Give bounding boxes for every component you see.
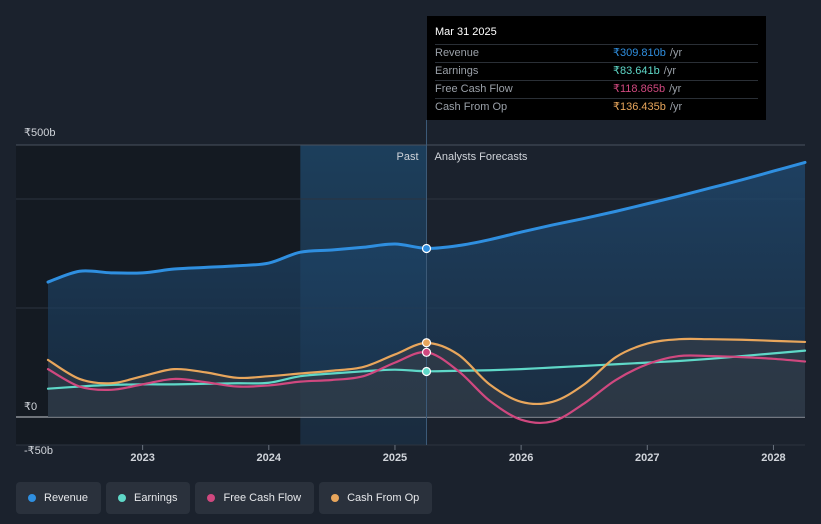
x-tick-label: 2024 (257, 452, 282, 464)
tooltip-unit: /yr (669, 83, 682, 95)
tooltip-row-cash-from-op: Cash From Op ₹136.435b /yr (435, 98, 758, 116)
tooltip-row-earnings: Earnings ₹83.641b /yr (435, 62, 758, 80)
legend-dot-icon (207, 494, 216, 502)
x-tick-label: 2027 (635, 452, 659, 464)
legend-item-earnings[interactable]: Earnings (106, 482, 191, 514)
hover-tooltip: Mar 31 2025 Revenue ₹309.810b /yr Earnin… (427, 16, 766, 120)
legend-label: Cash From Op (347, 492, 420, 504)
past-label: Past (396, 151, 418, 163)
y-tick-label: ₹0 (24, 401, 37, 413)
forecast-label: Analysts Forecasts (435, 151, 528, 163)
tooltip-unit: /yr (663, 65, 676, 77)
hover-markers (421, 243, 432, 377)
legend-label: Earnings (134, 492, 178, 504)
tooltip-label: Cash From Op (435, 101, 508, 113)
legend-item-free-cash-flow[interactable]: Free Cash Flow (195, 482, 315, 514)
tooltip-value: ₹309.810b (613, 47, 666, 59)
tooltip-value: ₹83.641b (613, 65, 660, 77)
x-tick-label: 2023 (130, 452, 154, 464)
tooltip-unit: /yr (669, 101, 683, 113)
x-tick-label: 2028 (761, 452, 785, 464)
tooltip-label: Free Cash Flow (435, 83, 513, 95)
chart-legend: Revenue Earnings Free Cash Flow Cash Fro… (16, 482, 433, 516)
legend-label: Revenue (44, 492, 89, 504)
legend-item-cash-from-op[interactable]: Cash From Op (319, 482, 433, 514)
marker-cash-from-op (421, 338, 432, 348)
legend-dot-icon (28, 494, 36, 502)
marker-revenue (421, 243, 432, 254)
y-tick-label: -₹50b (24, 445, 53, 457)
y-axis-labels: ₹500b ₹0 -₹50b (24, 127, 55, 457)
marker-free-cash-flow (421, 347, 432, 357)
x-axis-labels: 2023 2024 2025 2026 2027 2028 (130, 445, 786, 464)
tooltip-row-free-cash-flow: Free Cash Flow ₹118.865b /yr (435, 80, 758, 98)
marker-earnings (421, 366, 432, 377)
legend-label: Free Cash Flow (223, 492, 302, 504)
legend-dot-icon (331, 494, 340, 502)
legend-item-revenue[interactable]: Revenue (16, 482, 102, 514)
y-tick-label: ₹500b (24, 127, 55, 139)
x-tick-label: 2026 (509, 452, 533, 464)
x-tick-label: 2025 (383, 452, 407, 464)
tooltip-value: ₹118.865b (613, 83, 666, 95)
tooltip-unit: /yr (669, 47, 683, 59)
tooltip-label: Revenue (435, 47, 480, 59)
tooltip-row-revenue: Revenue ₹309.810b /yr (435, 44, 758, 62)
legend-dot-icon (118, 494, 127, 502)
tooltip-label: Earnings (435, 65, 479, 77)
tooltip-value: ₹136.435b (613, 101, 666, 113)
tooltip-date: Mar 31 2025 (435, 26, 497, 38)
